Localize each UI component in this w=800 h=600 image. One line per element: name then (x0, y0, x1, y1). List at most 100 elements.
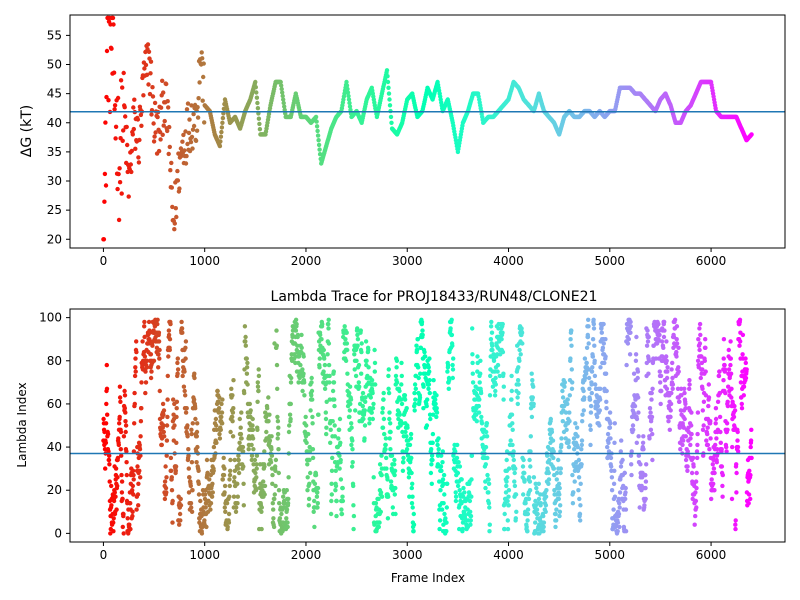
lambda-point (634, 440, 639, 445)
dg-point (184, 107, 190, 112)
lambda-point (381, 390, 386, 396)
lambda-point (122, 406, 128, 411)
lambda-point (238, 431, 244, 437)
lambda-point (631, 427, 636, 432)
lambda-point (328, 511, 334, 517)
lambda-point (603, 354, 608, 359)
lambda-point (227, 477, 232, 482)
dg-point (111, 70, 117, 75)
lambda-point (530, 378, 535, 383)
lambda-point (547, 457, 552, 463)
lambda-point (617, 505, 622, 510)
lambda-point (604, 406, 609, 411)
dg-point (345, 90, 351, 95)
lambda-point (343, 358, 349, 363)
lambda-point (601, 341, 606, 346)
lambda-point (695, 431, 700, 437)
lambda-point (326, 341, 332, 346)
lambda-point (330, 455, 335, 461)
lambda-point (271, 524, 277, 530)
lambda-point (128, 501, 133, 506)
lambda-point (125, 516, 130, 521)
lambda-point (628, 453, 634, 458)
lambda-point (526, 496, 532, 502)
lambda-point (730, 444, 735, 450)
lambda-point (109, 483, 114, 489)
lambda-point (300, 367, 305, 372)
lambda-point (310, 421, 315, 426)
lambda-point (746, 501, 751, 506)
lambda-point (612, 468, 617, 473)
lambda-point (683, 434, 688, 439)
dg-point (253, 85, 258, 90)
lambda-point (683, 457, 689, 463)
lambda-point (677, 399, 682, 404)
lambda-point (513, 516, 518, 521)
lambda-point (644, 462, 649, 467)
dg-point (197, 80, 202, 85)
lambda-point (509, 388, 514, 394)
lambda-point (119, 479, 125, 484)
lambda-point (525, 529, 530, 534)
lambda-point (267, 438, 273, 443)
lambda-point (582, 395, 587, 400)
lambda-point (586, 367, 592, 372)
lambda-point (698, 375, 703, 381)
lambda-point (379, 494, 385, 499)
lambda-point (174, 414, 179, 420)
lambda-point (445, 369, 450, 374)
lambda-point (661, 334, 667, 340)
lambda-point (669, 390, 674, 396)
lambda-point (274, 343, 279, 348)
dg-point (386, 91, 392, 96)
dg-point (345, 86, 350, 92)
lambda-point (605, 431, 611, 437)
lambda-point (133, 356, 138, 361)
lambda-point (437, 518, 443, 523)
lambda-point (149, 369, 154, 374)
dg-point (344, 79, 349, 85)
lambda-point (664, 386, 670, 391)
lambda-point (140, 339, 145, 344)
lambda-point (186, 490, 192, 495)
lambda-point (433, 397, 438, 402)
lambda-point (434, 406, 439, 411)
lambda-point (559, 442, 564, 448)
lambda-point (387, 410, 392, 415)
lambda-point (132, 390, 137, 396)
lambda-point (588, 442, 593, 448)
lambda-point (720, 483, 725, 489)
lambda-point (277, 501, 282, 506)
lambda-point (230, 410, 236, 415)
lambda-point (301, 371, 306, 376)
lambda-point (378, 490, 384, 495)
lambda-point (556, 457, 561, 463)
lambda-point (689, 470, 695, 476)
lambda-point (104, 386, 110, 391)
lambda-point (402, 393, 408, 398)
lambda-point (470, 352, 475, 357)
lambda-point (667, 427, 672, 432)
lambda-point (164, 475, 169, 480)
lambda-point (161, 408, 167, 413)
lambda-point (694, 470, 699, 476)
lambda-point (218, 427, 223, 432)
lambda-point (682, 416, 687, 422)
lambda-point (350, 438, 355, 443)
lambda-point (249, 457, 254, 463)
dg-point (119, 191, 124, 196)
lambda-point (460, 526, 465, 532)
dg-point (120, 138, 125, 143)
lambda-point (169, 488, 175, 493)
lambda-point (489, 319, 494, 325)
lambda-point (111, 520, 116, 525)
lambda-point (357, 384, 362, 389)
lambda-point (743, 360, 748, 366)
dg-y-axis-label: ΔG (kT) (19, 105, 35, 157)
lambda-point (134, 507, 139, 512)
lambda-point (359, 349, 364, 355)
lambda-point (586, 317, 591, 322)
lambda-point (567, 393, 572, 398)
lambda-point (148, 375, 154, 381)
lambda-point (347, 384, 353, 389)
